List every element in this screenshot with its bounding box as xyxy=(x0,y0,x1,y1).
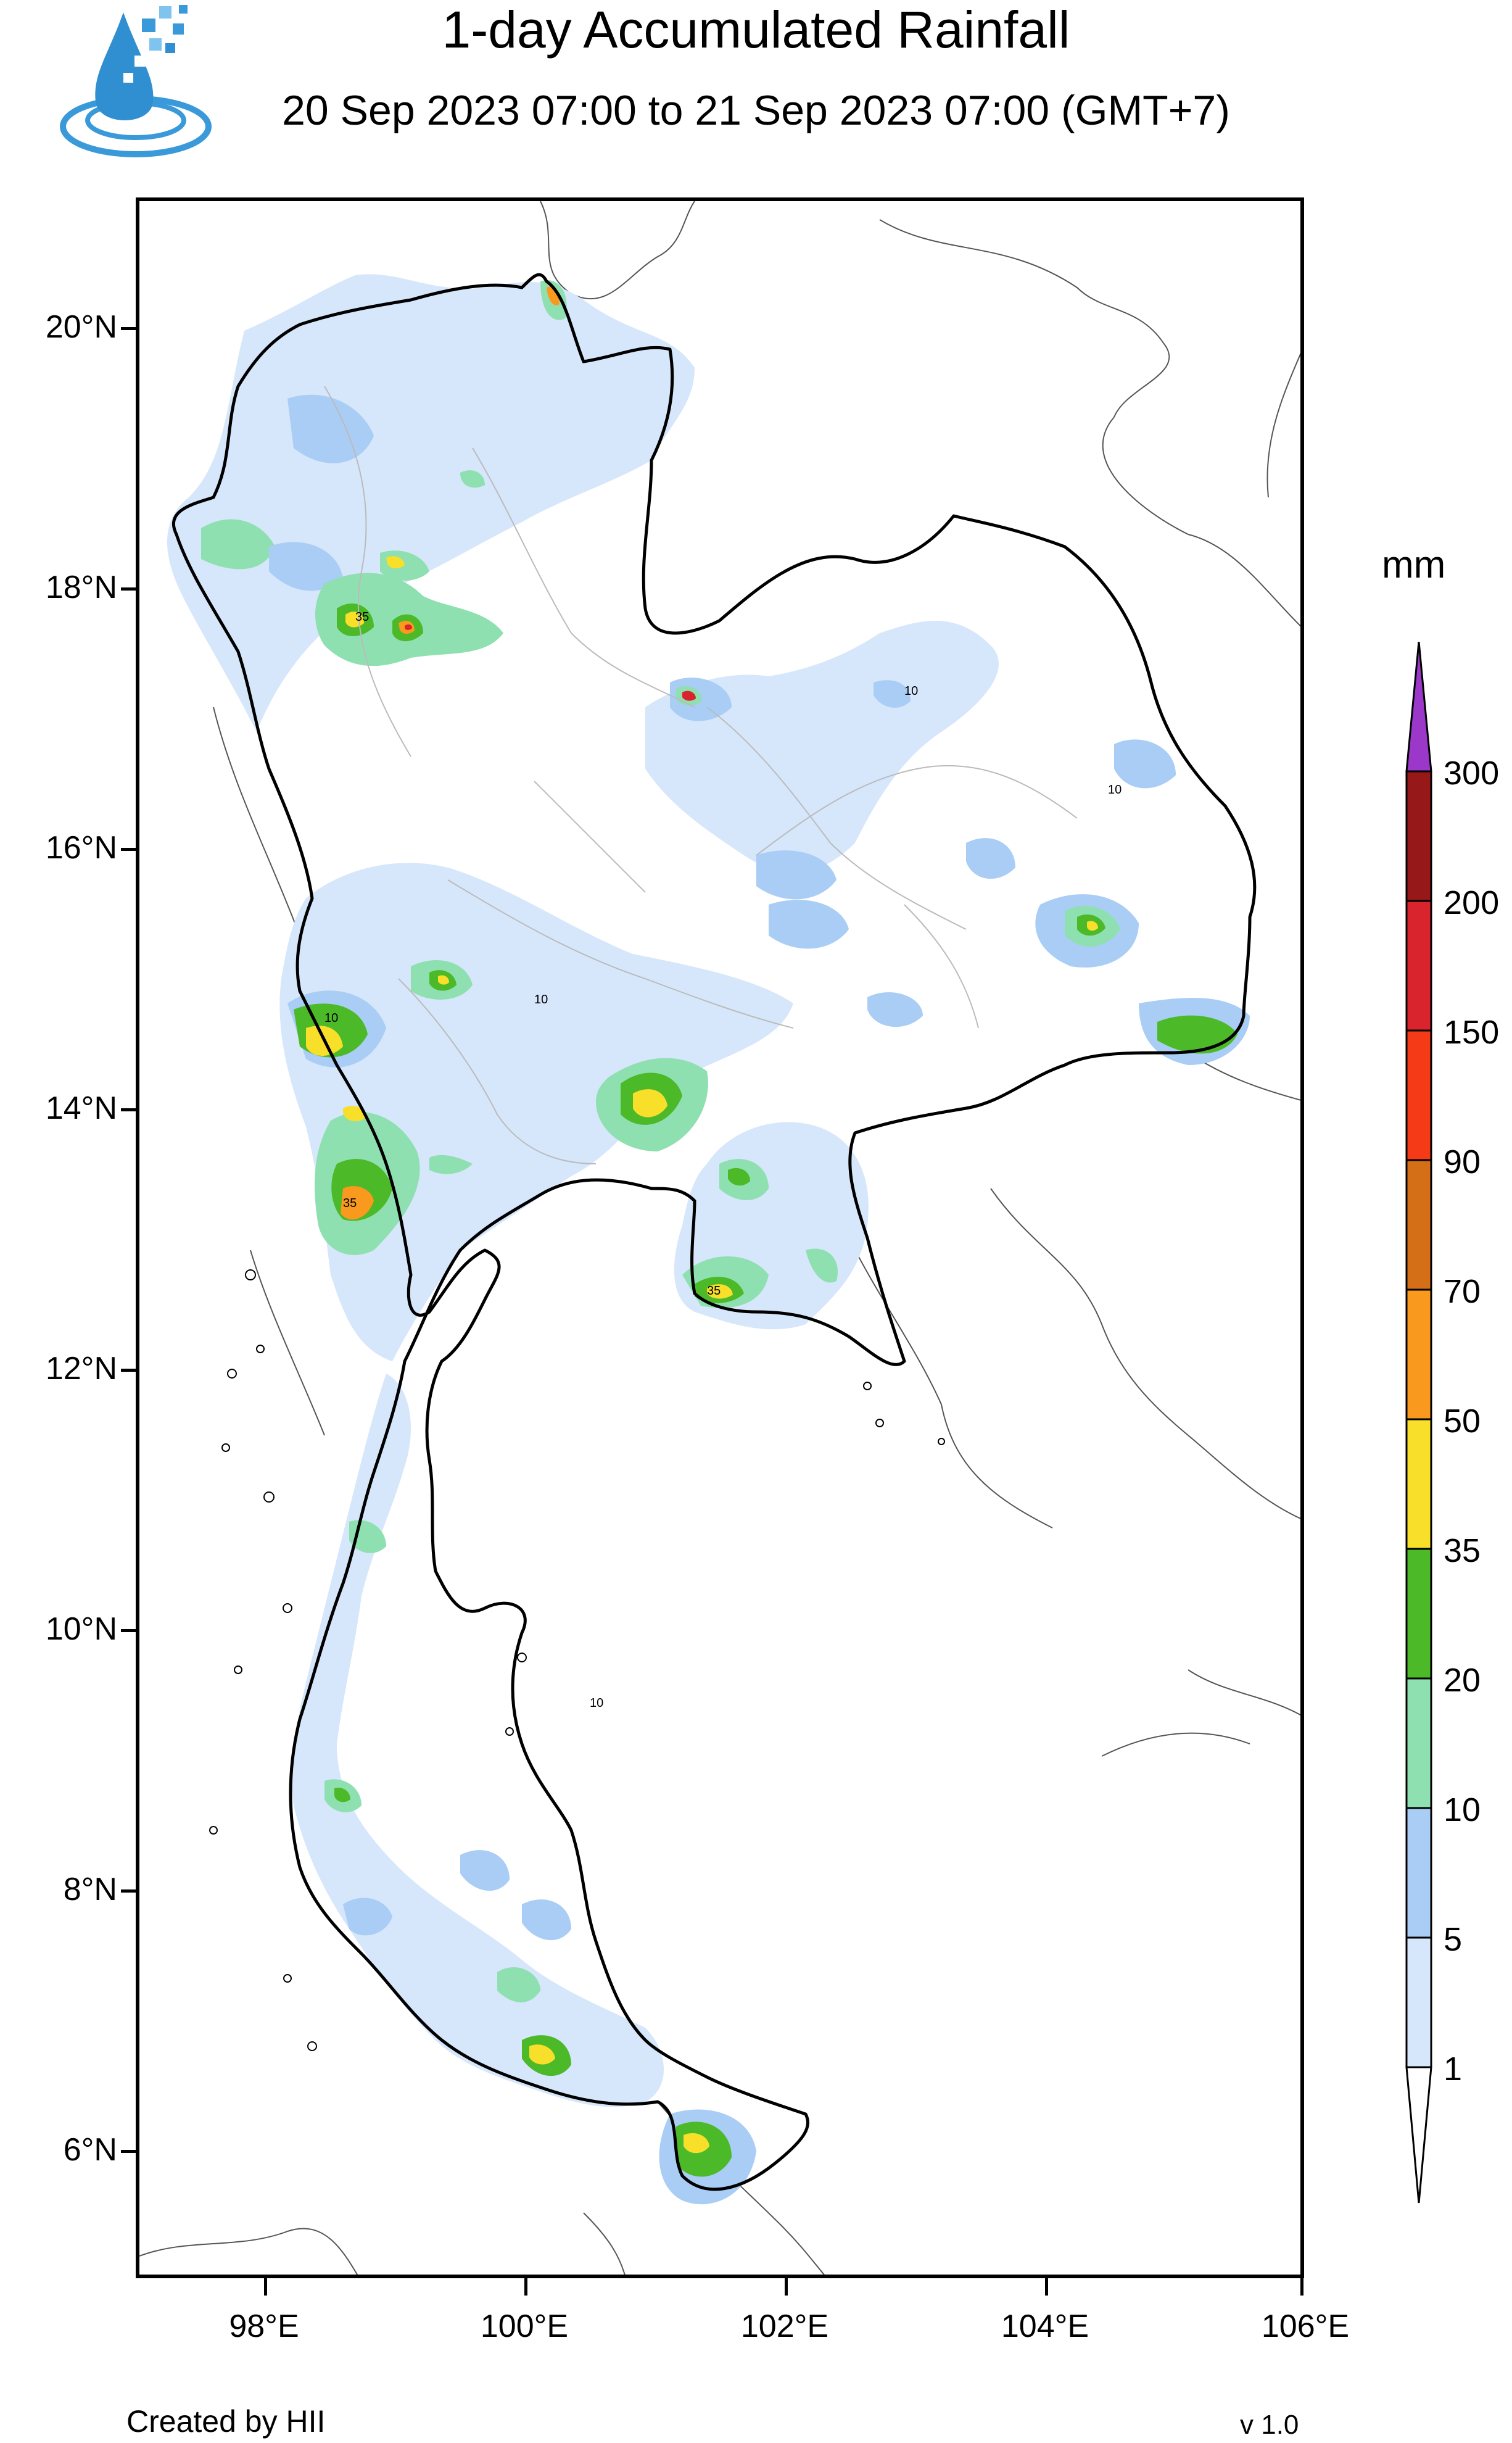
islands xyxy=(209,1269,945,2051)
lon-label-104e: 104°E xyxy=(1001,2308,1089,2344)
contour-label-10: 10 xyxy=(534,993,548,1006)
lon-tick xyxy=(785,2278,788,2296)
province-lines xyxy=(324,386,1078,1164)
colorbar-label-50: 50 xyxy=(1444,1403,1481,1440)
lon-label-100e: 100°E xyxy=(480,2308,569,2344)
thailand-border xyxy=(171,273,1257,2191)
contour-label-10: 10 xyxy=(590,1696,603,1710)
colorbar-unit: mm xyxy=(1382,544,1446,586)
contour-labels: 10 10 35 10 10 35 35 10 xyxy=(324,610,1122,1710)
colorbar-label-20: 20 xyxy=(1444,1662,1481,1699)
contour-label-35: 35 xyxy=(343,1197,357,1210)
lat-tick xyxy=(121,587,136,591)
contour-label-10: 10 xyxy=(904,684,918,698)
lon-tick xyxy=(264,2278,267,2296)
colorbar-label-200: 200 xyxy=(1444,884,1500,921)
lon-tick xyxy=(524,2278,527,2296)
colorbar-label-1: 1 xyxy=(1444,2051,1463,2088)
lon-label-98e: 98°E xyxy=(229,2308,299,2344)
lat-label-14n: 14°N xyxy=(45,1090,117,1126)
contour-label-35: 35 xyxy=(707,1284,721,1298)
colorbar-label-150: 150 xyxy=(1444,1014,1500,1051)
colorbar-label-5: 5 xyxy=(1444,1921,1463,1958)
colorbar-label-10: 10 xyxy=(1444,1791,1481,1828)
lat-tick xyxy=(121,1889,136,1893)
contour-label-35: 35 xyxy=(355,610,369,624)
colorbar xyxy=(1405,642,1432,2204)
lat-tick xyxy=(121,1108,136,1111)
lat-tick xyxy=(121,1629,136,1632)
hii-logo xyxy=(49,0,222,173)
lat-tick xyxy=(121,1369,136,1372)
lat-label-8n: 8°N xyxy=(63,1872,117,1907)
lat-label-16n: 16°N xyxy=(45,830,117,866)
lat-label-12n: 12°N xyxy=(45,1351,117,1387)
lat-tick xyxy=(121,327,136,330)
rainfall-map: 10 10 35 10 10 35 35 10 xyxy=(136,197,1304,2278)
contour-label-10: 10 xyxy=(1108,783,1122,797)
version-text: v 1.0 xyxy=(1240,2410,1299,2440)
lon-tick xyxy=(1045,2278,1048,2296)
contour-label-10: 10 xyxy=(324,1011,338,1025)
lat-tick xyxy=(121,2150,136,2153)
map-title: 1-day Accumulated Rainfall xyxy=(442,1,1070,59)
credit-text: Created by HII xyxy=(126,2404,326,2439)
lat-label-18n: 18°N xyxy=(45,570,117,605)
lon-tick xyxy=(1300,2278,1303,2296)
lat-tick xyxy=(121,848,136,851)
colorbar-label-35: 35 xyxy=(1444,1532,1481,1569)
lat-label-10n: 10°N xyxy=(45,1611,117,1647)
lat-label-20n: 20°N xyxy=(45,309,117,345)
colorbar-label-90: 90 xyxy=(1444,1143,1481,1180)
map-canvas: 10 10 35 10 10 35 35 10 xyxy=(139,201,1300,2275)
neighbour-borders xyxy=(139,201,1300,2275)
lat-label-6n: 6°N xyxy=(63,2132,117,2168)
colorbar-label-70: 70 xyxy=(1444,1273,1481,1310)
map-subtitle: 20 Sep 2023 07:00 to 21 Sep 2023 07:00 (… xyxy=(282,87,1230,134)
lon-label-102e: 102°E xyxy=(740,2308,829,2344)
lon-label-106e: 106°E xyxy=(1261,2308,1350,2344)
rainfall-fields xyxy=(167,274,1250,2205)
colorbar-label-300: 300 xyxy=(1444,755,1500,792)
